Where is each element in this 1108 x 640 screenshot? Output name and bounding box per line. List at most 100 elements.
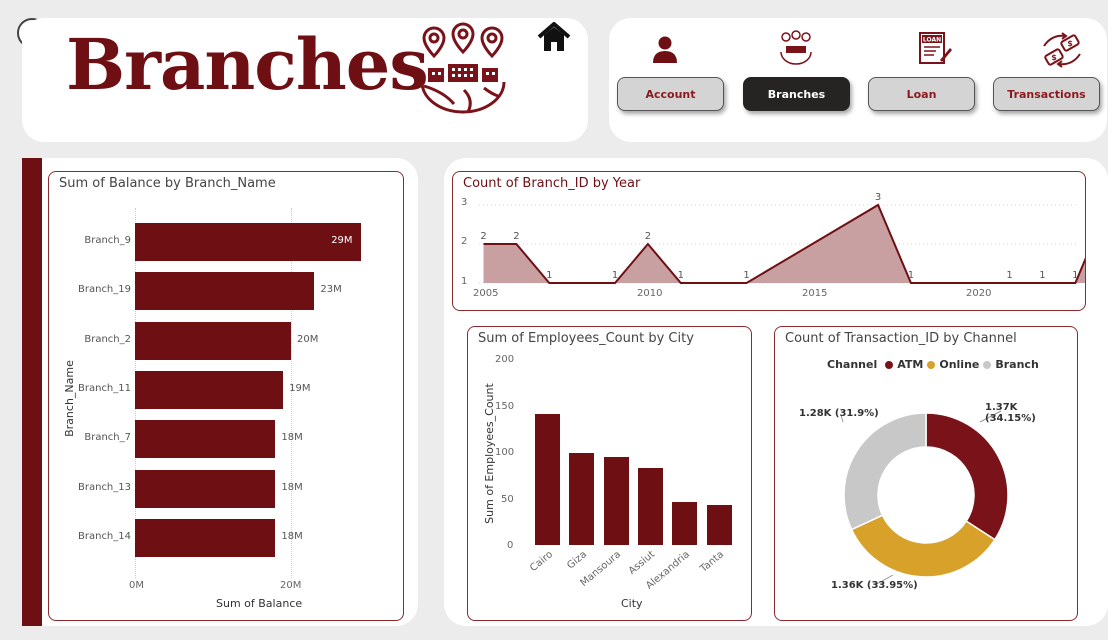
balance-bar[interactable] bbox=[135, 420, 276, 459]
x-axis-title: City bbox=[621, 597, 643, 610]
bar-value-label: 18M bbox=[281, 530, 303, 542]
balance-bar[interactable] bbox=[135, 370, 284, 409]
point-label: 1 bbox=[743, 270, 749, 281]
y-tick-3: 3 bbox=[461, 197, 468, 208]
bar-label: Branch_14 bbox=[78, 530, 131, 542]
bar-value-label: 23M bbox=[320, 284, 342, 296]
legend-branch-swatch bbox=[983, 360, 992, 369]
x-tick-0: 0M bbox=[129, 580, 144, 591]
page-title: Branches bbox=[66, 23, 429, 106]
x-tick-2010: 2010 bbox=[637, 288, 663, 299]
nav-account-button[interactable]: Account bbox=[617, 77, 724, 111]
slice-label-atm: 1.37K (34.15%) bbox=[985, 402, 1036, 424]
x-tick-2005: 2005 bbox=[473, 288, 499, 299]
svg-text:$: $ bbox=[1051, 53, 1057, 62]
y-tick-150: 150 bbox=[495, 401, 515, 412]
city-bar[interactable] bbox=[603, 456, 629, 545]
y-tick-200: 200 bbox=[495, 354, 515, 365]
leader-line bbox=[840, 414, 844, 423]
transactions-by-channel-chart: Count of Transaction_ID by Channel Chann… bbox=[774, 326, 1078, 621]
x-tick-label: Giza bbox=[565, 549, 589, 572]
city-map-icon bbox=[420, 22, 506, 114]
point-label: 1 bbox=[546, 270, 552, 281]
city-bar[interactable] bbox=[672, 502, 698, 545]
bar-value-label: 20M bbox=[297, 333, 319, 345]
accent-bar bbox=[22, 158, 42, 626]
balance-bar[interactable] bbox=[135, 469, 276, 508]
donut-slice-online[interactable] bbox=[850, 514, 996, 578]
employees-by-city-chart: Sum of Employees_Count by City 200 150 1… bbox=[467, 326, 752, 621]
year-area-plot: 2211211311113 bbox=[479, 192, 1086, 284]
home-icon[interactable] bbox=[536, 20, 572, 54]
y-tick-100: 100 bbox=[495, 447, 515, 458]
point-label: 1 bbox=[1072, 270, 1078, 281]
chart-title: Sum of Employees_Count by City bbox=[478, 331, 694, 346]
x-tick-20: 20M bbox=[280, 580, 302, 591]
series-line[interactable] bbox=[483, 203, 1086, 284]
nav-transactions-button[interactable]: Transactions bbox=[993, 77, 1100, 111]
svg-text:$: $ bbox=[1067, 39, 1073, 48]
legend-atm-label[interactable]: ATM bbox=[897, 358, 924, 371]
city-bar[interactable] bbox=[569, 452, 595, 545]
y-tick-2: 2 bbox=[461, 236, 468, 247]
branches-icon bbox=[780, 30, 812, 65]
point-label: 3 bbox=[875, 192, 881, 203]
balance-bar[interactable] bbox=[135, 321, 291, 360]
donut-slice-atm[interactable] bbox=[925, 412, 1009, 541]
series-area bbox=[483, 205, 1085, 283]
bar-label: Branch_19 bbox=[78, 284, 131, 296]
balance-by-branch-chart: Sum of Balance by Branch_Name Branch_9 29… bbox=[48, 171, 404, 621]
user-icon bbox=[653, 36, 677, 63]
legend-online-swatch bbox=[927, 360, 936, 369]
point-label: 2 bbox=[645, 231, 651, 242]
nav-loan-button[interactable]: Loan bbox=[868, 77, 975, 111]
money-exchange-icon: $ $ bbox=[1043, 32, 1081, 68]
point-label: 1 bbox=[612, 270, 618, 281]
y-tick-0: 0 bbox=[507, 540, 514, 551]
loan-icon: LOAN bbox=[919, 32, 952, 64]
nav-branches-button[interactable]: Branches bbox=[743, 77, 850, 111]
point-label: 1 bbox=[908, 270, 914, 281]
legend-title: Channel bbox=[827, 358, 878, 371]
bar-label: Branch_9 bbox=[84, 235, 131, 246]
chart-title: Sum of Balance by Branch_Name bbox=[59, 176, 276, 191]
bar-label: Branch_7 bbox=[84, 432, 131, 444]
y-axis-title: Branch_Name bbox=[62, 360, 76, 437]
point-label: 1 bbox=[1039, 270, 1045, 281]
point-label: 2 bbox=[480, 231, 486, 242]
slice-label-online: 1.36K (33.95%) bbox=[831, 580, 918, 591]
point-label: 2 bbox=[513, 231, 519, 242]
point-label: 1 bbox=[678, 270, 684, 281]
y-axis-title: Sum of Employees_Count bbox=[482, 383, 496, 524]
legend-branch-label[interactable]: Branch bbox=[995, 358, 1039, 371]
x-tick-2020: 2020 bbox=[966, 288, 992, 299]
city-bar[interactable] bbox=[637, 467, 663, 545]
bar-value-label: 29M bbox=[331, 235, 353, 246]
bar-label: Branch_13 bbox=[78, 481, 131, 493]
gridline-20 bbox=[291, 208, 292, 578]
donut-slice-branch[interactable] bbox=[843, 412, 927, 531]
balance-bar[interactable] bbox=[135, 518, 276, 557]
balance-bar[interactable] bbox=[135, 223, 362, 261]
bar-value-label: 19M bbox=[289, 382, 311, 394]
bar-label: Branch_11 bbox=[78, 382, 131, 394]
legend-online-label[interactable]: Online bbox=[939, 358, 980, 371]
point-label: 1 bbox=[1006, 270, 1012, 281]
legend: Channel ATM Online Branch bbox=[827, 358, 1039, 371]
bar-label: Branch_2 bbox=[84, 333, 131, 345]
header-card: Branches bbox=[22, 18, 588, 142]
branch-count-by-year-chart: Count of Branch_ID by Year 3 2 1 2 2 1 1 2 1 1… bbox=[452, 171, 1086, 311]
balance-bar[interactable] bbox=[135, 272, 315, 311]
chart-title: Count of Transaction_ID by Channel bbox=[785, 331, 1017, 346]
y-tick-1: 1 bbox=[461, 276, 468, 287]
y-tick-50: 50 bbox=[501, 494, 514, 505]
bar-value-label: 18M bbox=[281, 432, 303, 444]
svg-text:LOAN: LOAN bbox=[923, 37, 941, 44]
city-bar[interactable] bbox=[706, 505, 732, 545]
leader-line bbox=[874, 574, 894, 586]
donut-plot bbox=[840, 410, 1009, 586]
x-tick-label: Cairo bbox=[527, 549, 555, 575]
x-axis-title: Sum of Balance bbox=[216, 597, 303, 610]
legend-atm-swatch bbox=[885, 360, 894, 369]
city-bar[interactable] bbox=[535, 413, 560, 545]
